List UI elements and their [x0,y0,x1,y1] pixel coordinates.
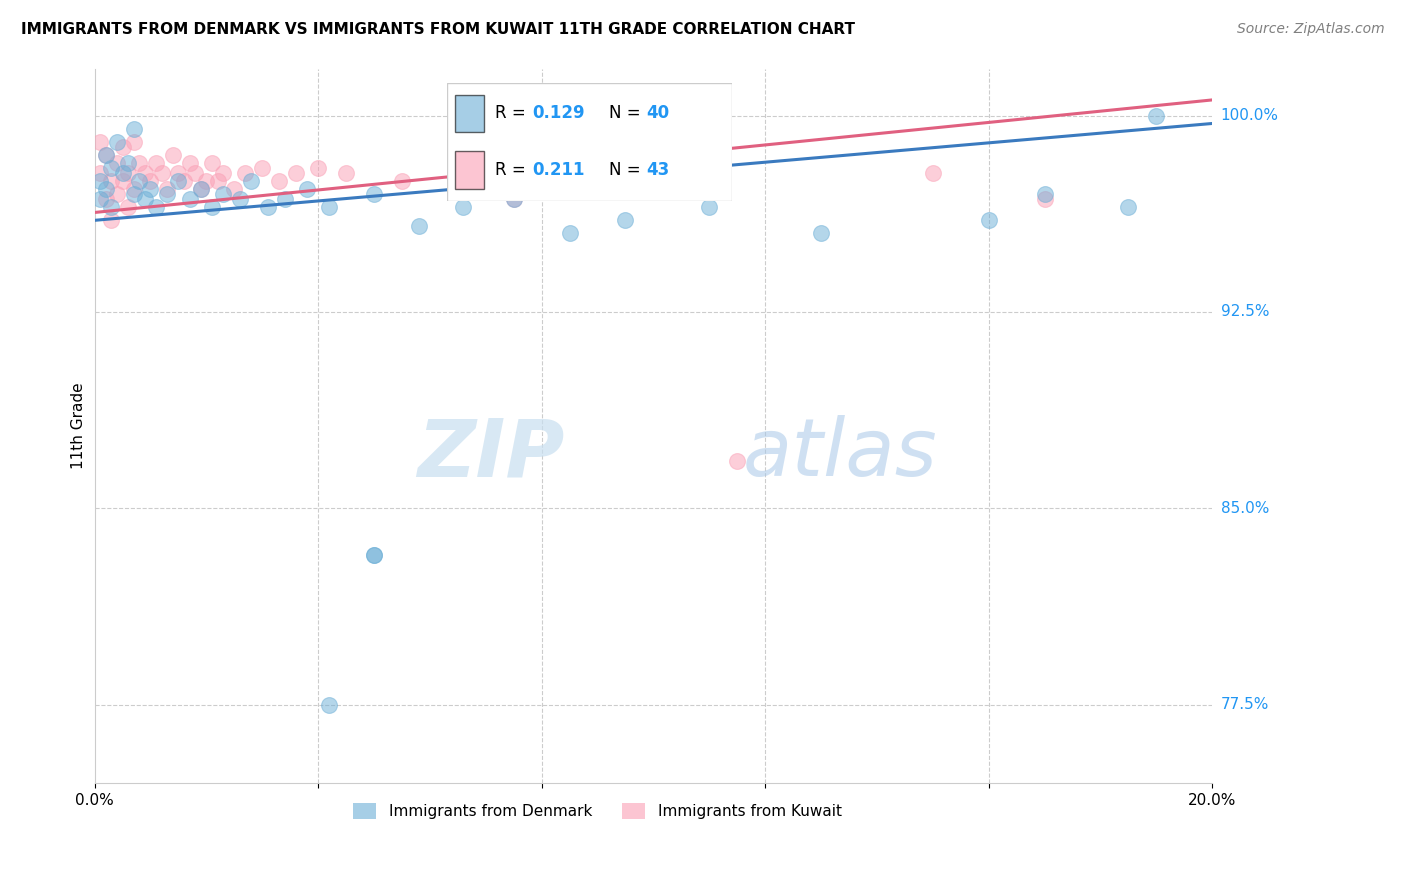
Point [111,166,134,180]
Point [207,174,229,188]
Point [201,155,224,169]
Text: 100.0%: 100.0% [1220,108,1278,123]
Point [256,200,278,214]
Point [100,213,122,227]
Point [100,200,122,214]
Text: atlas: atlas [742,416,938,493]
Point [128,174,150,188]
Point [224,182,246,196]
Point [89,174,111,188]
Point [921,166,943,180]
Point [122,182,145,196]
Point [150,166,173,180]
Point [100,161,122,175]
Point [94,182,117,196]
Point [212,187,235,202]
Point [273,193,295,207]
Point [94,148,117,162]
Point [558,227,581,241]
Point [162,148,184,162]
Point [363,549,385,563]
Point [614,213,637,227]
Point [1118,200,1140,214]
Text: 92.5%: 92.5% [1220,304,1270,319]
Point [117,200,139,214]
Point [977,213,1000,227]
Point [167,174,190,188]
Point [139,174,162,188]
Point [810,227,832,241]
Point [89,135,111,149]
Point [318,200,340,214]
Point [111,140,134,154]
Point [128,155,150,169]
Text: IMMIGRANTS FROM DENMARK VS IMMIGRANTS FROM KUWAIT 11TH GRADE CORRELATION CHART: IMMIGRANTS FROM DENMARK VS IMMIGRANTS FR… [21,22,855,37]
Point [122,187,145,202]
Point [117,166,139,180]
Point [697,200,720,214]
Point [134,166,156,180]
Point [145,155,167,169]
Point [235,166,257,180]
Point [391,174,413,188]
Point [318,698,340,712]
Point [156,187,179,202]
Point [240,174,263,188]
Point [89,193,111,207]
Point [122,135,145,149]
Point [453,200,475,214]
Point [167,166,190,180]
Point [212,166,235,180]
Point [502,193,524,207]
Point [122,121,145,136]
Point [89,166,111,180]
Point [1033,193,1056,207]
Point [307,161,329,175]
Point [139,182,162,196]
Point [1144,109,1167,123]
Text: 85.0%: 85.0% [1220,500,1268,516]
Point [363,549,385,563]
Point [179,155,201,169]
Point [1033,187,1056,202]
Point [173,174,195,188]
Point [105,155,128,169]
Point [94,193,117,207]
Text: ZIP: ZIP [416,416,564,493]
Point [408,219,430,233]
Point [184,166,207,180]
Point [502,193,524,207]
Point [145,200,167,214]
Point [117,155,139,169]
Point [295,182,318,196]
Point [614,174,637,188]
Point [725,454,748,468]
Y-axis label: 11th Grade: 11th Grade [72,383,86,469]
Point [195,174,218,188]
Point [94,148,117,162]
Text: 77.5%: 77.5% [1220,697,1268,712]
Point [134,193,156,207]
Point [179,193,201,207]
Point [201,200,224,214]
Point [250,161,273,175]
Point [267,174,290,188]
Point [363,187,385,202]
Point [111,174,134,188]
Point [335,166,357,180]
Point [229,193,252,207]
Point [284,166,307,180]
Text: Source: ZipAtlas.com: Source: ZipAtlas.com [1237,22,1385,37]
Point [190,182,212,196]
Point [100,174,122,188]
Legend: Immigrants from Denmark, Immigrants from Kuwait: Immigrants from Denmark, Immigrants from… [347,797,848,825]
Point [156,182,179,196]
Point [105,135,128,149]
Point [105,187,128,202]
Point [190,182,212,196]
